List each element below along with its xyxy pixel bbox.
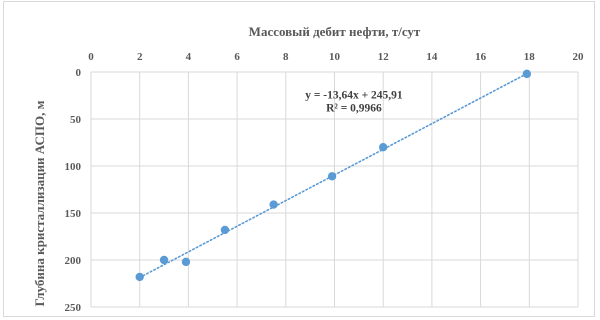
x-tick-label: 14 <box>426 51 438 63</box>
chart: Массовый дебит нефти, т/сут Глубина крис… <box>32 24 585 314</box>
y-tick-label: 250 <box>65 302 82 314</box>
x-tick-label: 10 <box>329 51 341 63</box>
data-point <box>522 69 532 79</box>
trendline <box>138 72 528 279</box>
y-tick-label: 100 <box>65 161 82 173</box>
data-points <box>135 69 532 282</box>
trendline-equation: y = -13,64x + 245,91 <box>305 90 403 102</box>
x-tick-label: 12 <box>378 51 390 63</box>
chart-frame: Массовый дебит нефти, т/сут Глубина крис… <box>3 1 595 317</box>
y-tick-label: 0 <box>76 67 82 79</box>
data-point <box>159 255 169 265</box>
data-point <box>379 143 388 152</box>
gridlines <box>90 71 579 308</box>
x-tick-label: 4 <box>186 51 192 63</box>
x-tick-label: 8 <box>283 51 289 63</box>
x-tick-label: 20 <box>573 51 585 63</box>
x-tick-label: 0 <box>88 51 94 63</box>
data-point <box>135 272 144 282</box>
data-point <box>269 200 278 209</box>
data-point <box>327 172 337 181</box>
x-axis-title: Массовый дебит нефти, т/сут <box>249 24 421 39</box>
x-tick-label: 18 <box>524 51 536 63</box>
y-tick-label: 150 <box>65 208 82 220</box>
data-point <box>181 257 191 267</box>
x-tick-label: 2 <box>137 51 143 63</box>
x-tick-label: 16 <box>475 51 487 63</box>
y-tick-label: 50 <box>70 114 82 126</box>
y-axis-title: Глубина кристаллизации АСПО, м <box>32 100 47 306</box>
y-tick-label: 200 <box>65 255 82 267</box>
x-tick-label: 6 <box>234 51 240 63</box>
data-point <box>220 225 230 235</box>
trendline-r-squared: R² = 0,9966 <box>326 103 382 115</box>
